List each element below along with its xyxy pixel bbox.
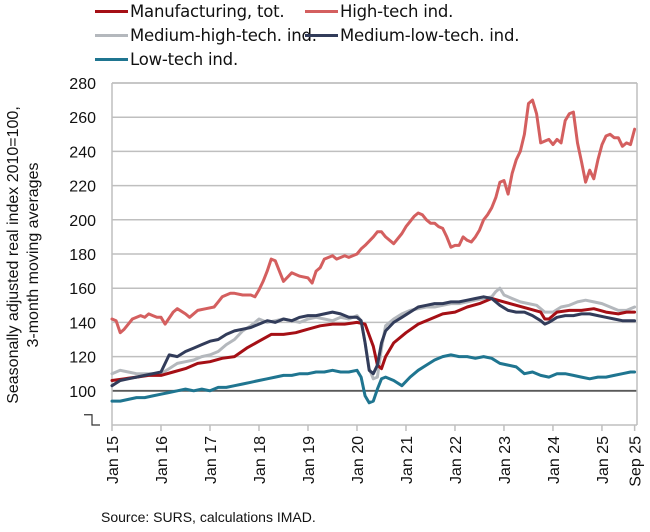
series-lines bbox=[110, 98, 637, 405]
y-axis-label: Seasonally adjusted real index 2010=100,… bbox=[4, 45, 44, 465]
legend-item-medium-high-tech: Medium-high-tech. ind. bbox=[95, 26, 317, 45]
y-tick-label: 100 bbox=[69, 384, 96, 401]
legend-item-low-tech: Low-tech ind. bbox=[95, 50, 238, 69]
x-tick-label: Jan 17 bbox=[203, 436, 220, 484]
series-line-medium-high-tech-ind bbox=[110, 286, 637, 381]
x-tick-label: Jan 20 bbox=[350, 436, 367, 484]
legend-swatch bbox=[95, 10, 128, 13]
x-tick-label: Jan 23 bbox=[497, 436, 514, 484]
legend-item-medium-low-tech: Medium-low-tech. ind. bbox=[305, 26, 519, 45]
y-tick-label: 160 bbox=[69, 281, 96, 298]
x-tick-label: Jan 15 bbox=[105, 436, 122, 484]
legend-label: Manufacturing, tot. bbox=[130, 2, 285, 21]
x-tick-label: Jan 22 bbox=[448, 436, 465, 484]
source-note: Source: SURS, calculations IMAD. bbox=[101, 509, 316, 525]
y-tick-label: 140 bbox=[69, 315, 96, 332]
legend-item-high-tech: High-tech ind. bbox=[305, 2, 453, 21]
x-tick-label: Sep 25 bbox=[628, 436, 645, 487]
y-axis-label-line-1: Seasonally adjusted real index 2010=100, bbox=[5, 106, 22, 404]
series-line-manufacturing-tot bbox=[110, 297, 637, 382]
y-tick-label: 260 bbox=[69, 110, 96, 127]
legend-item-manufacturing: Manufacturing, tot. bbox=[95, 2, 285, 21]
y-tick-label: 280 bbox=[69, 76, 96, 93]
y-axis-ticks: 280 260 240 220 200 180 160 140 120 100 bbox=[69, 76, 100, 426]
y-axis-label-line-2: 3-month moving averages bbox=[25, 162, 42, 348]
y-tick-label: 240 bbox=[69, 144, 96, 161]
y-tick-label: 220 bbox=[69, 179, 96, 196]
series-line-medium-low-tech-ind bbox=[110, 295, 637, 388]
axis-break-icon bbox=[84, 414, 100, 426]
x-axis-ticks: Jan 15 Jan 16 Jan 17 Jan 18 Jan 19 Jan 20 Jan … bbox=[105, 425, 645, 487]
legend-swatch bbox=[305, 34, 338, 37]
x-tick-label: Jan 21 bbox=[399, 436, 416, 484]
series-line-high-tech-ind bbox=[110, 98, 637, 335]
legend-swatch bbox=[305, 10, 338, 13]
y-tick-label: 200 bbox=[69, 213, 96, 230]
x-tick-label: Jan 25 bbox=[595, 436, 612, 484]
legend-swatch bbox=[95, 58, 128, 61]
y-tick-label: 180 bbox=[69, 247, 96, 264]
x-tick-label: Jan 18 bbox=[252, 436, 269, 484]
legend-label: High-tech ind. bbox=[340, 2, 454, 21]
x-tick-label: Jan 19 bbox=[301, 436, 318, 484]
y-tick-label: 120 bbox=[69, 350, 96, 367]
x-tick-label: Jan 24 bbox=[546, 436, 563, 484]
legend-swatch bbox=[95, 34, 128, 37]
series-line-low-tech-ind bbox=[110, 353, 637, 405]
x-tick-label: Jan 16 bbox=[154, 436, 171, 484]
legend-label: Medium-high-tech. ind. bbox=[130, 26, 317, 45]
legend-label: Low-tech ind. bbox=[130, 50, 239, 69]
axes bbox=[111, 82, 638, 426]
legend-label: Medium-low-tech. ind. bbox=[340, 26, 520, 45]
